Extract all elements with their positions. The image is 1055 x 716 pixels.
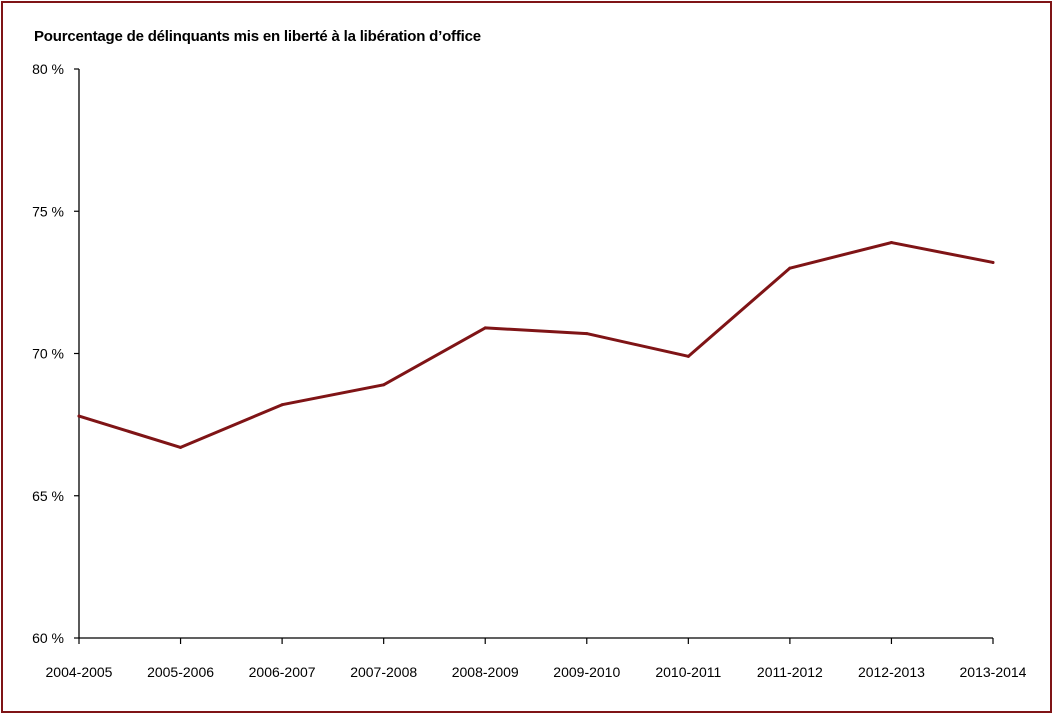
y-tick-label: 75 % xyxy=(32,203,64,219)
x-tick-label: 2007-2008 xyxy=(350,664,417,680)
data-point xyxy=(280,403,284,407)
data-point xyxy=(382,383,386,387)
x-tick-label: 2010-2011 xyxy=(655,664,721,680)
x-tick-label: 2012-2013 xyxy=(858,664,925,680)
y-tick-label: 80 % xyxy=(32,61,64,77)
y-axis: 60 % 65 % 70 % 75 % 80 % xyxy=(32,61,80,646)
data-point xyxy=(77,414,81,418)
y-tick-label: 60 % xyxy=(32,630,64,646)
data-point xyxy=(483,326,487,330)
data-point xyxy=(686,354,690,358)
data-point xyxy=(788,266,792,270)
x-tick-label: 2008-2009 xyxy=(452,664,519,680)
x-tick-label: 2005-2006 xyxy=(147,664,214,680)
data-point xyxy=(179,445,183,449)
x-tick-label: 2013-2014 xyxy=(960,664,1027,680)
data-point xyxy=(889,241,893,245)
x-tick-label: 2004-2005 xyxy=(46,664,113,680)
data-point xyxy=(991,260,995,264)
x-tick-label: 2011-2012 xyxy=(757,664,823,680)
chart-title: Pourcentage de délinquants mis en libert… xyxy=(34,28,481,45)
series-line xyxy=(77,241,995,449)
data-point xyxy=(585,332,589,336)
y-tick-label: 70 % xyxy=(32,346,64,362)
x-axis: 2004-2005 2005-2006 2006-2007 2007-2008 2008… xyxy=(46,637,1027,680)
x-tick-label: 2006-2007 xyxy=(249,664,316,680)
y-tick-label: 65 % xyxy=(32,488,64,504)
series-layer xyxy=(77,241,995,449)
x-tick-label: 2009-2010 xyxy=(553,664,620,680)
